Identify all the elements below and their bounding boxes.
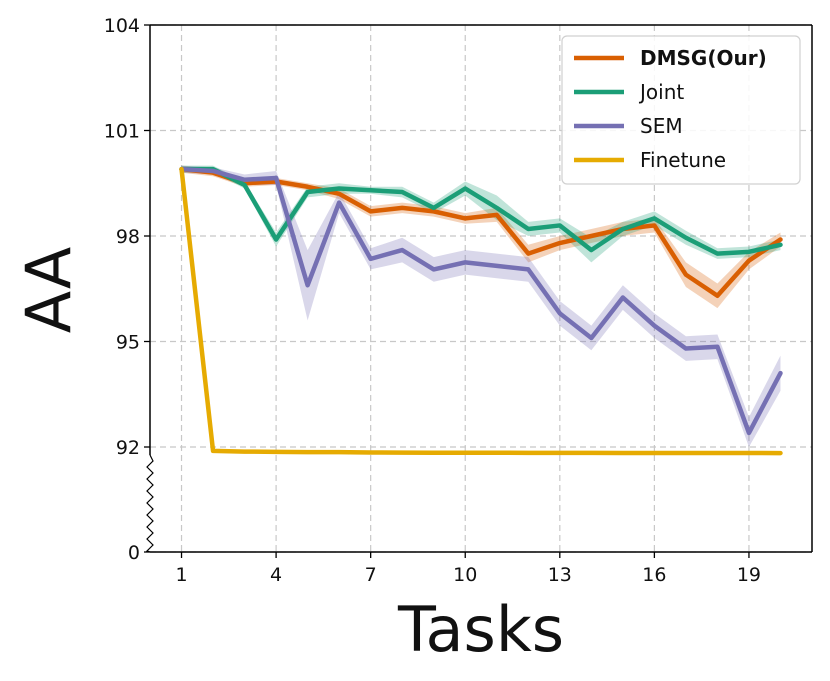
y-axis-title: AA (12, 247, 85, 334)
axes (144, 24, 813, 558)
series-line (179, 166, 783, 299)
y-tick-label: 0 (128, 542, 140, 564)
tick-labels: 1 4 7 10 13 16 19 0 92 95 98 101 104 (104, 15, 761, 586)
series-line (179, 166, 783, 256)
x-tick-label: 19 (737, 564, 761, 586)
y-tick-label: 95 (116, 332, 140, 354)
x-tick-label: 1 (175, 564, 187, 586)
x-tick-label: 4 (270, 564, 282, 586)
legend: DMSG(Our) Joint SEM Finetune (561, 35, 801, 185)
legend-box (561, 35, 801, 185)
x-tick-label: 10 (453, 564, 477, 586)
y-tick-label: 98 (116, 226, 140, 248)
legend-label: Finetune (640, 148, 726, 172)
x-tick-label: 13 (548, 564, 572, 586)
x-tick-label: 7 (365, 564, 377, 586)
series-line (179, 166, 783, 456)
grid-lines (150, 24, 812, 553)
confidence-band (181, 167, 781, 454)
x-tick-label: 16 (642, 564, 666, 586)
legend-label: DMSG(Our) (640, 46, 767, 70)
axis-break-icon (145, 454, 154, 553)
confidence-band (181, 165, 781, 448)
legend-label: SEM (640, 114, 683, 138)
x-axis-title: Tasks (397, 593, 564, 666)
confidence-bands (181, 165, 781, 454)
y-tick-label: 101 (104, 121, 140, 143)
y-tick-label: 104 (104, 15, 140, 37)
series-lines (179, 166, 783, 456)
series-line (179, 166, 783, 436)
y-tick-label: 92 (116, 437, 140, 459)
legend-label: Joint (638, 80, 684, 104)
